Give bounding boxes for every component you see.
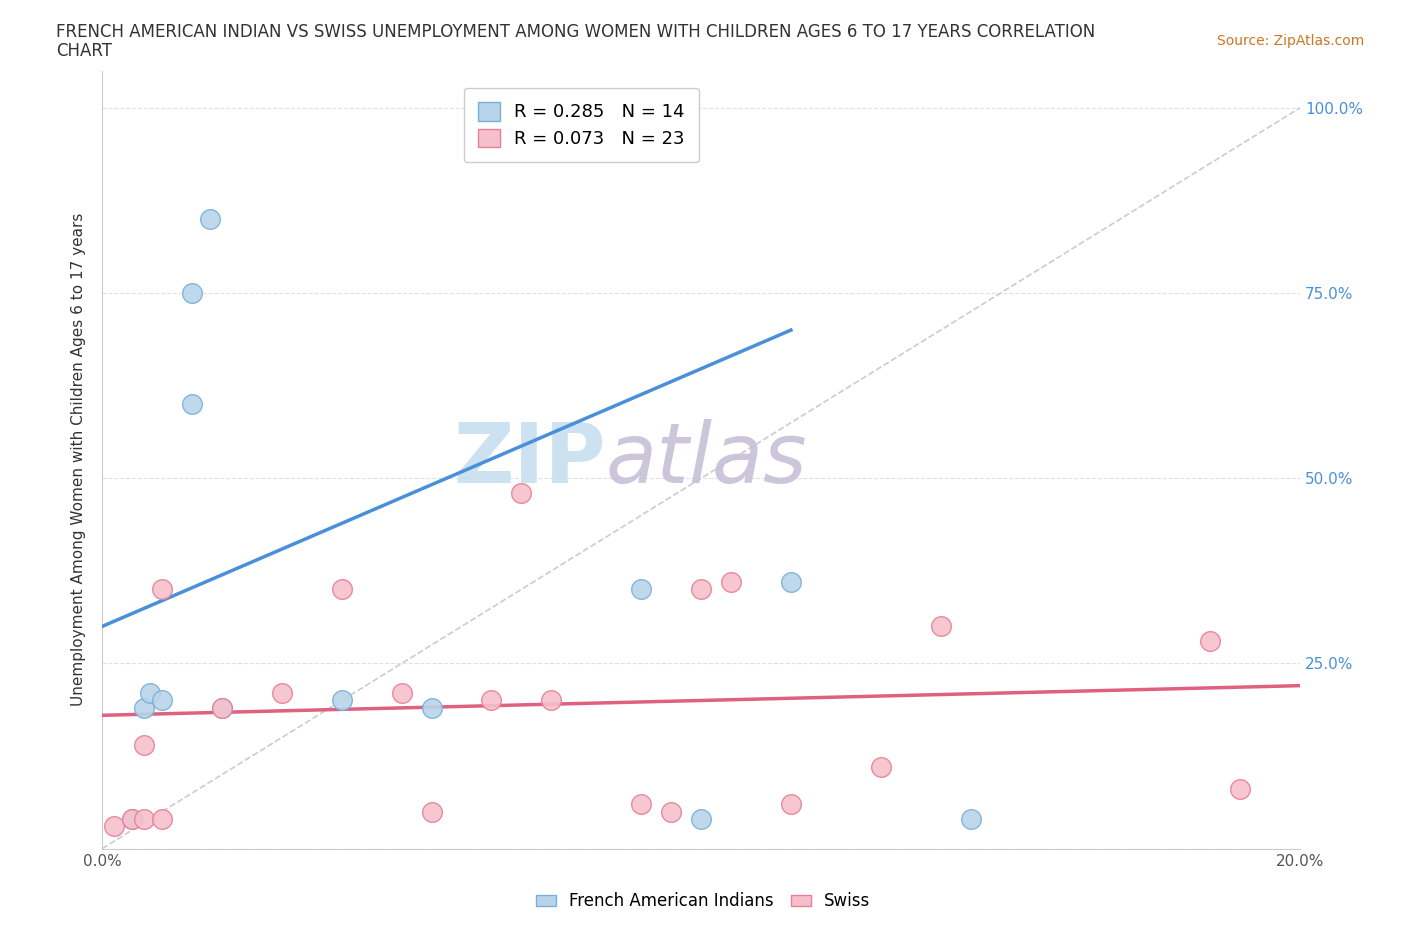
- Text: atlas: atlas: [606, 419, 807, 500]
- Point: [211, 700, 233, 715]
- Point: [630, 582, 652, 597]
- Point: [1199, 633, 1222, 648]
- Point: [1229, 782, 1251, 797]
- Point: [659, 804, 682, 819]
- Legend: French American Indians, Swiss: French American Indians, Swiss: [529, 885, 877, 917]
- Point: [420, 804, 443, 819]
- Point: [121, 812, 143, 827]
- Point: [150, 812, 173, 827]
- Point: [330, 582, 353, 597]
- Point: [103, 819, 125, 834]
- Text: Source: ZipAtlas.com: Source: ZipAtlas.com: [1216, 34, 1364, 48]
- Point: [211, 700, 233, 715]
- Point: [198, 211, 221, 226]
- Point: [780, 575, 803, 590]
- Point: [540, 693, 562, 708]
- Point: [270, 685, 292, 700]
- Text: FRENCH AMERICAN INDIAN VS SWISS UNEMPLOYMENT AMONG WOMEN WITH CHILDREN AGES 6 TO: FRENCH AMERICAN INDIAN VS SWISS UNEMPLOY…: [56, 23, 1095, 41]
- Point: [959, 812, 981, 827]
- Point: [481, 693, 503, 708]
- Point: [690, 812, 713, 827]
- Text: ZIP: ZIP: [453, 419, 606, 500]
- Point: [420, 700, 443, 715]
- Point: [330, 693, 353, 708]
- Text: CHART: CHART: [56, 42, 112, 60]
- Point: [869, 760, 891, 775]
- Point: [139, 685, 162, 700]
- Point: [134, 812, 156, 827]
- Point: [181, 286, 204, 300]
- Point: [391, 685, 413, 700]
- Point: [150, 582, 173, 597]
- Legend: R = 0.285   N = 14, R = 0.073   N = 23: R = 0.285 N = 14, R = 0.073 N = 23: [464, 87, 699, 163]
- Point: [929, 619, 952, 634]
- Point: [720, 575, 742, 590]
- Point: [150, 693, 173, 708]
- Point: [181, 397, 204, 412]
- Point: [121, 812, 143, 827]
- Point: [510, 485, 533, 500]
- Point: [630, 797, 652, 812]
- Point: [134, 700, 156, 715]
- Point: [134, 737, 156, 752]
- Y-axis label: Unemployment Among Women with Children Ages 6 to 17 years: Unemployment Among Women with Children A…: [72, 213, 86, 707]
- Point: [780, 797, 803, 812]
- Point: [690, 582, 713, 597]
